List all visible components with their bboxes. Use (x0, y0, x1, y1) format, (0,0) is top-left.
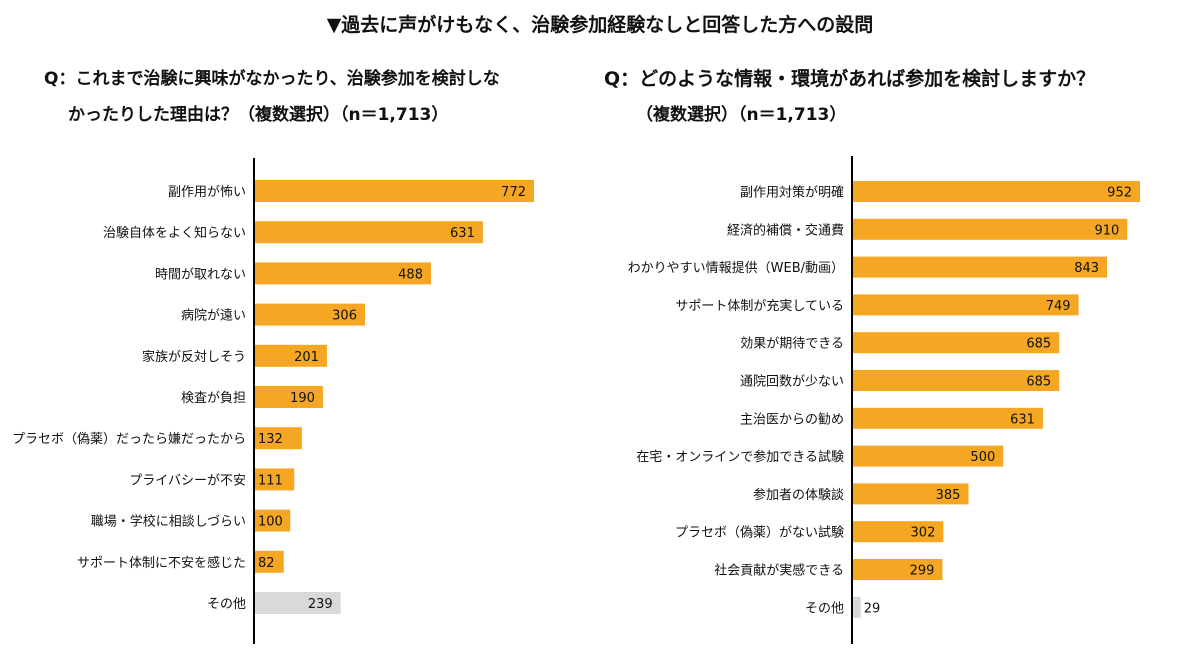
left-value-label: 190 (290, 391, 315, 406)
left-category-label: プライバシーが不安 (129, 473, 246, 488)
right-chart-question-line1: Q：どのような情報・環境があれば参加を検討しますか？ (604, 68, 1096, 90)
right-category-label: サポート体制が充実している (675, 298, 844, 314)
left-chart-question-line1: Q：これまで治験に興味がなかったり、治験参加を検討しな (44, 69, 500, 89)
left-category-label: 副作用が怖い (168, 184, 246, 200)
left-category-label: 時間が取れない (155, 267, 246, 282)
left-bar-7 (254, 427, 302, 450)
left-bar-4 (254, 303, 365, 326)
right-bar-4 (852, 294, 1079, 316)
right-value-label: 843 (1074, 261, 1099, 276)
left-value-label: 306 (332, 309, 357, 324)
right-category-label: その他 (805, 601, 844, 616)
right-value-label: 631 (1010, 412, 1035, 427)
left-category-label: その他 (207, 597, 246, 612)
right-value-label: 385 (936, 488, 961, 503)
right-value-label: 910 (1094, 223, 1119, 238)
left-bar-10 (254, 550, 284, 573)
left-category-label: 家族が反対しそう (142, 349, 246, 365)
left-chart-question-line2: かったりした理由は？（複数選択）（n＝1,713） (68, 105, 449, 125)
right-bar-7 (852, 407, 1043, 429)
left-value-label: 111 (258, 473, 283, 488)
right-bar-12 (852, 596, 861, 618)
right-value-label: 685 (1026, 375, 1051, 390)
left-value-label: 100 (258, 515, 283, 530)
right-bar-6 (852, 370, 1060, 391)
left-bar-1 (254, 180, 534, 202)
right-bar-1 (852, 181, 1140, 202)
left-value-label: 239 (308, 597, 333, 612)
left-bar-8 (254, 468, 295, 491)
left-bar-5 (254, 344, 327, 367)
left-value-label: 772 (501, 185, 526, 200)
right-category-label: 効果が期待できる (740, 337, 844, 352)
right-category-label: 主治医からの勧め (740, 411, 844, 427)
left-category-label: プラセボ（偽薬）だったら嫌だったから (12, 432, 246, 447)
left-bar-11 (254, 592, 341, 614)
right-bar-11 (852, 559, 943, 580)
left-category-label: 病院が遠い (181, 309, 246, 324)
right-value-label: 685 (1026, 337, 1051, 352)
right-category-label: 在宅・オンラインで参加できる試験 (636, 449, 844, 465)
right-value-label: 302 (911, 526, 936, 541)
survey-header: ▼過去に声がけもなく、治験参加経験なしと回答した方への設問 (326, 14, 874, 36)
right-category-label: 通院回数が少ない (740, 375, 844, 390)
left-bar-9 (254, 509, 291, 532)
right-bar-2 (852, 218, 1128, 240)
right-bar-8 (852, 445, 1004, 467)
left-category-label: 職場・学校に相談しづらい (91, 514, 246, 530)
right-category-label: 社会貢献が実感できる (714, 563, 844, 579)
left-value-label: 488 (398, 267, 423, 282)
right-bar-9 (852, 483, 969, 505)
right-category-label: わかりやすい情報提供（WEB/動画） (628, 260, 844, 276)
right-category-label: 参加者の体験談 (753, 487, 844, 503)
right-bar-5 (852, 332, 1060, 354)
right-value-label: 749 (1046, 299, 1071, 314)
left-value-label: 201 (294, 350, 319, 365)
left-category-label: サポート体制に不安を感じた (77, 555, 246, 571)
right-category-label: プラセボ（偽薬）がない試験 (675, 525, 844, 541)
left-value-label: 631 (450, 226, 475, 241)
right-bar-3 (852, 256, 1108, 278)
left-bar-6 (254, 386, 323, 408)
left-bar-2 (254, 221, 483, 244)
right-value-label: 299 (910, 564, 935, 579)
right-value-label: 29 (864, 601, 881, 616)
left-category-label: 治験自体をよく知らない (103, 225, 246, 241)
left-bar-3 (254, 262, 431, 285)
right-bar-10 (852, 521, 944, 543)
right-chart-question-line2: （複数選択）（n＝1,713） (636, 105, 847, 125)
right-category-label: 副作用対策が明確 (740, 185, 844, 201)
right-category-label: 経済的補償・交通費 (727, 222, 844, 238)
right-value-label: 952 (1107, 186, 1132, 201)
right-value-label: 500 (970, 450, 995, 465)
left-category-label: 検査が負担 (181, 391, 246, 406)
left-value-label: 82 (258, 556, 275, 571)
left-value-label: 132 (258, 432, 283, 447)
